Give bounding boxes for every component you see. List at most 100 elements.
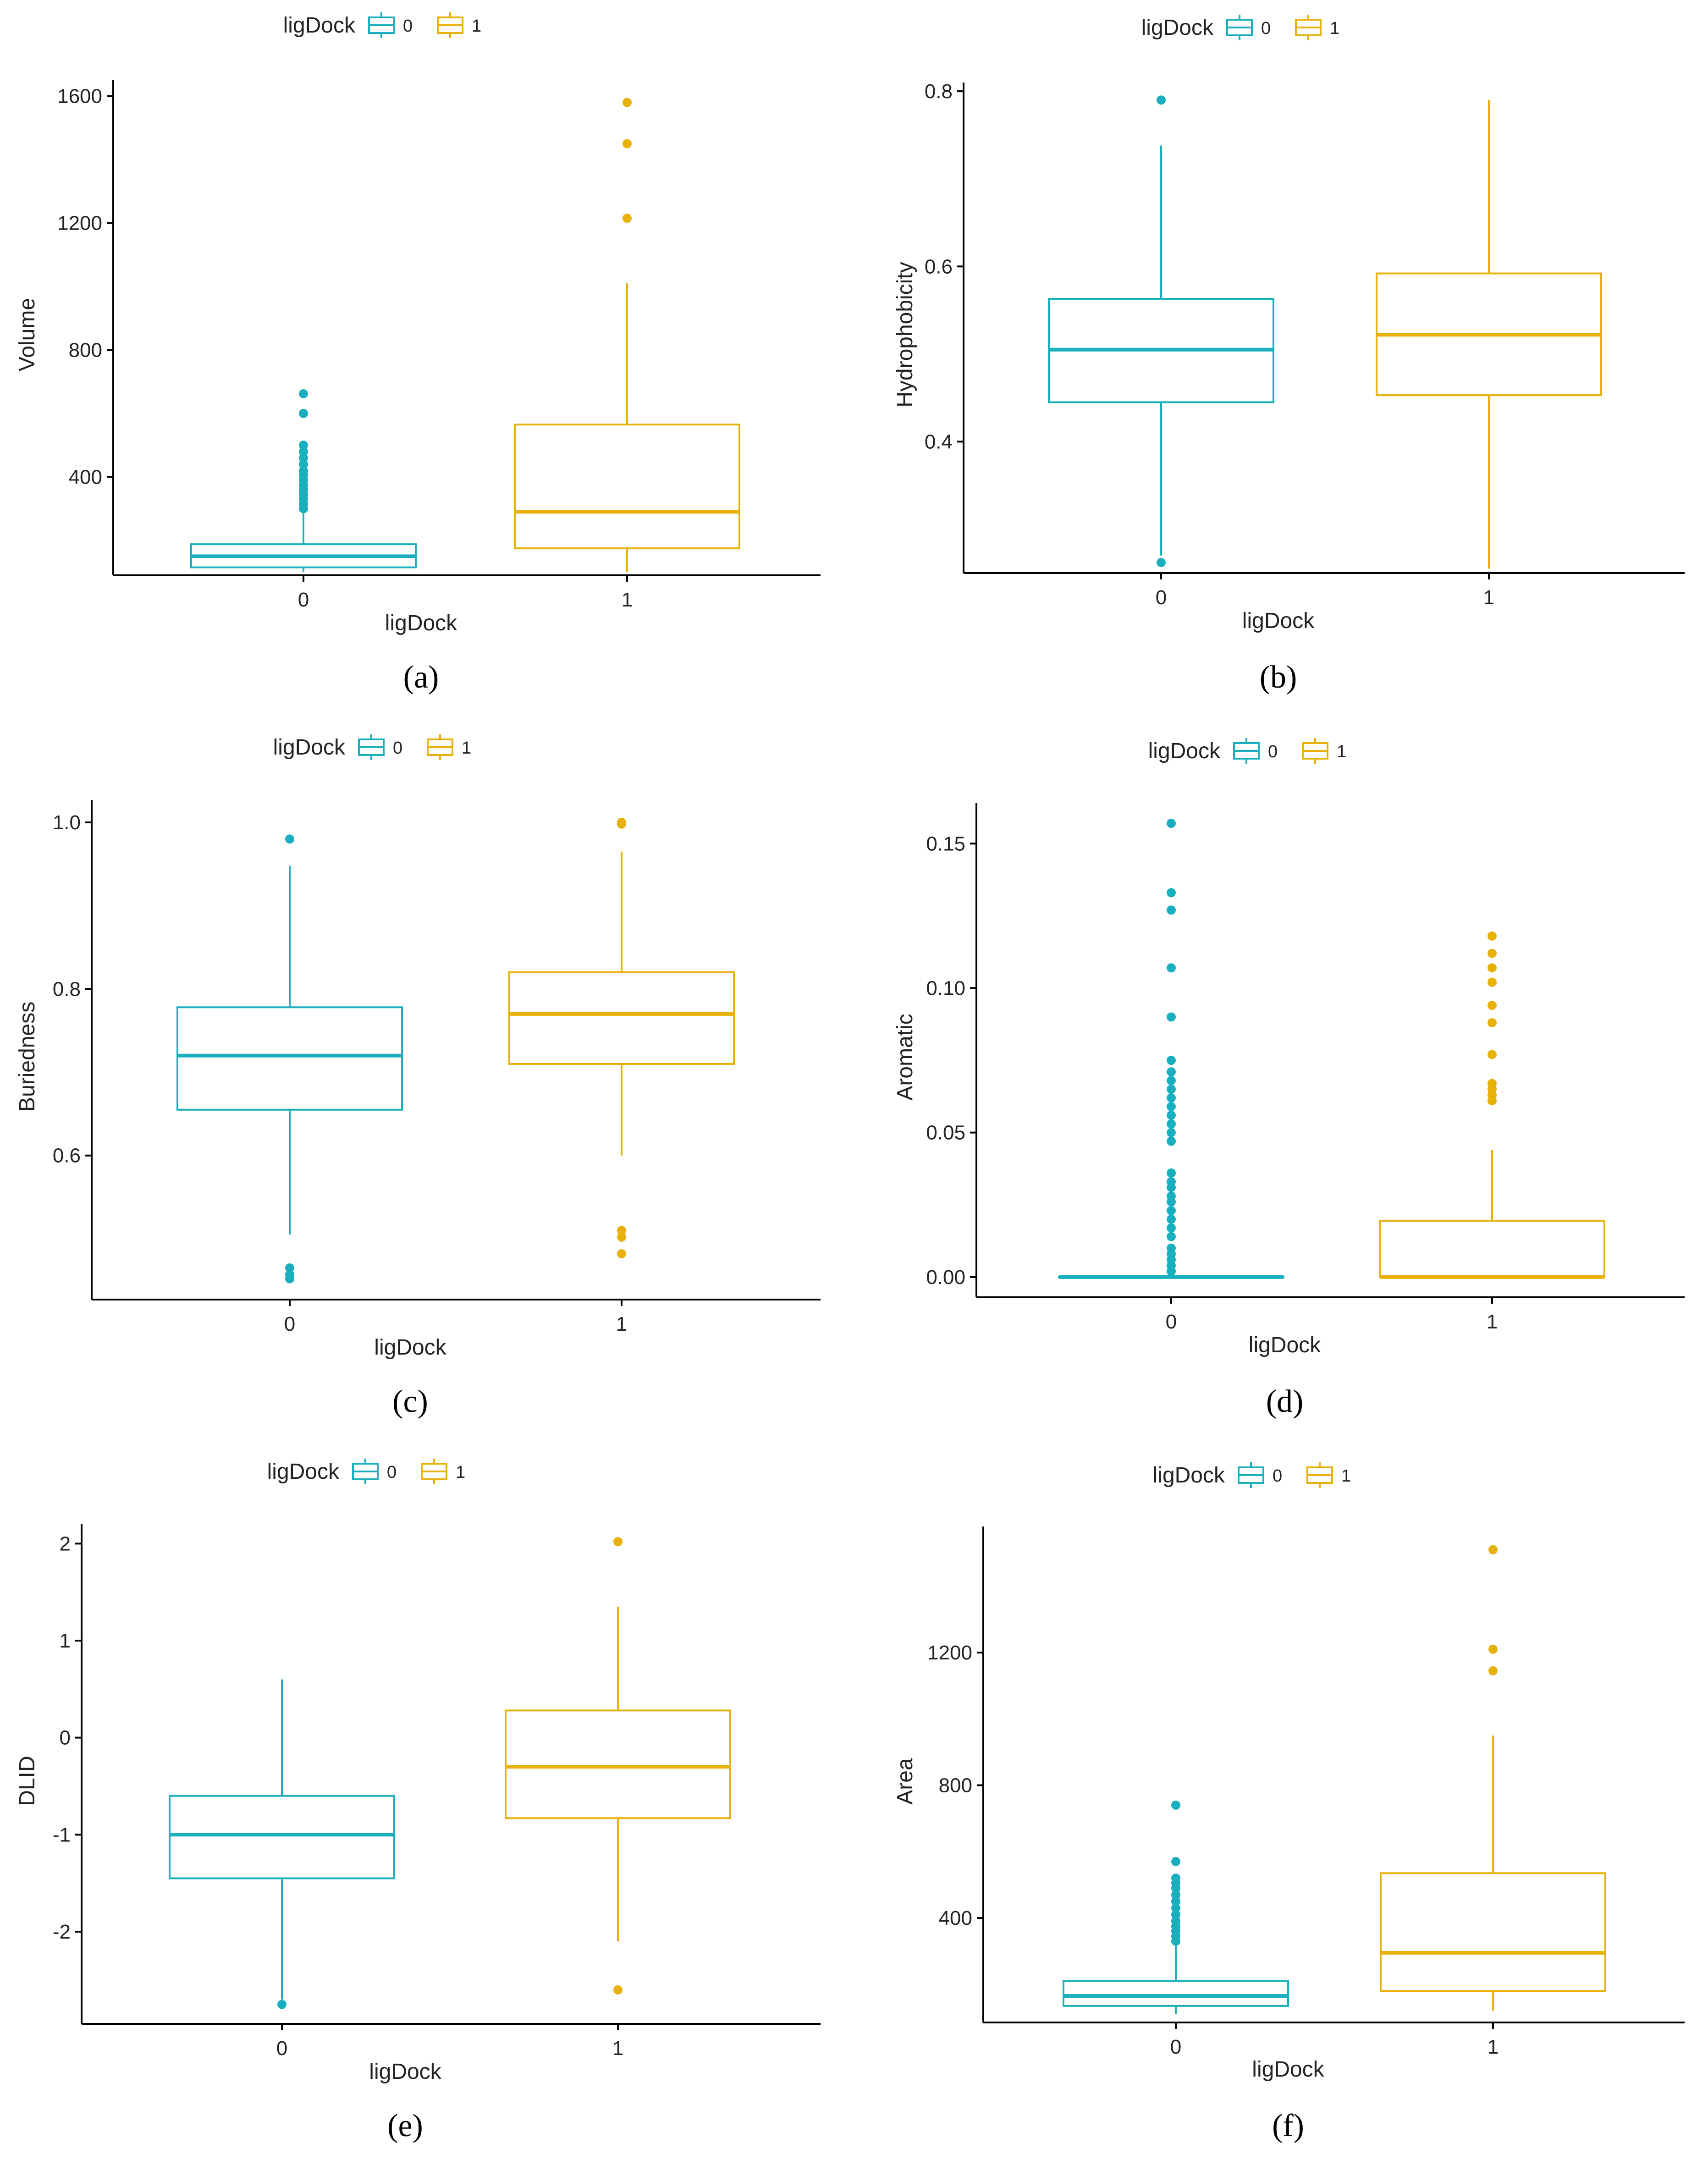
outlier-point <box>1171 1903 1180 1913</box>
iqr-box <box>169 1795 395 1879</box>
legend-title: ligDock <box>283 13 356 38</box>
outlier-point <box>1167 1168 1176 1178</box>
outlier-point <box>1171 1896 1180 1906</box>
x-axis-title: ligDock <box>1242 609 1315 633</box>
box-group-0 <box>1048 95 1274 568</box>
x-tick-label: 1 <box>1488 2036 1499 2058</box>
outlier-point <box>1488 1050 1497 1059</box>
panel-label: (f) <box>1272 2108 1304 2143</box>
outlier-point <box>1167 963 1176 973</box>
panel-label: (d) <box>1266 1384 1304 1419</box>
legend-label-1: 1 <box>456 1463 465 1482</box>
outlier-point <box>299 453 308 463</box>
outlier-point <box>299 459 308 469</box>
box-group-0 <box>190 389 417 573</box>
outlier-point <box>1157 95 1166 105</box>
outlier-point <box>1171 1917 1180 1926</box>
legend-key-1 <box>437 12 463 38</box>
iqr-box <box>1379 1219 1605 1278</box>
legend-key-1 <box>1295 15 1322 40</box>
outlier-point <box>299 408 308 418</box>
box-group-1 <box>1376 100 1602 569</box>
iqr-box <box>514 424 740 550</box>
legend: ligDock 0 1 <box>273 734 471 760</box>
chart-panel-c: ligDock 0 1 0.6 0.8 1.0 0 1 ligDock Buriedness (c) <box>15 734 821 1419</box>
x-tick-label: 0 <box>284 1313 295 1335</box>
outlier-point <box>1167 1177 1176 1186</box>
y-axis-title: Hydrophobicity <box>893 262 917 407</box>
iqr-box <box>176 1006 403 1111</box>
outlier-point <box>277 2000 287 2009</box>
outlier-point <box>1167 1214 1176 1224</box>
outlier-point <box>1167 1012 1176 1022</box>
outlier-point <box>1488 948 1497 958</box>
legend-key-0 <box>368 12 395 38</box>
y-tick-label: -2 <box>53 1921 71 1943</box>
y-tick-label: 800 <box>939 1774 972 1797</box>
outlier-point <box>1167 905 1176 915</box>
legend-title: ligDock <box>1148 739 1221 763</box>
outlier-point <box>1488 977 1497 987</box>
outlier-point <box>1488 1001 1497 1010</box>
outlier-point <box>613 1985 623 1995</box>
y-tick-label: 1600 <box>57 85 102 108</box>
outlier-point <box>1167 1093 1176 1103</box>
outlier-point <box>1167 1085 1176 1094</box>
chart-panel-f: ligDock 0 1 400 800 1200 0 1 ligDock Area (f) <box>893 1462 1685 2143</box>
panel-label: (a) <box>403 660 439 695</box>
legend-key-0 <box>358 734 385 760</box>
outlier-point <box>1167 1102 1176 1111</box>
y-axis-title: Volume <box>15 298 39 371</box>
legend-label-0: 0 <box>403 17 413 36</box>
box-group-1 <box>508 818 735 1259</box>
legend-key-0 <box>1233 738 1260 764</box>
y-tick-label: 0.8 <box>925 80 953 103</box>
legend: ligDock 0 1 <box>1153 1462 1351 1488</box>
legend-label-0: 0 <box>387 1463 397 1482</box>
x-tick-label: 0 <box>1166 1311 1177 1333</box>
outlier-point <box>1488 1018 1497 1028</box>
outlier-point <box>1167 1206 1176 1215</box>
outlier-point <box>1167 1136 1176 1146</box>
box-group-0 <box>1058 819 1284 1279</box>
outlier-point <box>1167 888 1176 898</box>
legend-label-1: 1 <box>1337 742 1346 761</box>
legend-key-0 <box>1226 15 1253 40</box>
legend: ligDock 0 1 <box>1148 738 1346 764</box>
x-axis-title: ligDock <box>1249 1333 1321 1357</box>
chart-panel-d: ligDock 0 1 0.00 0.05 0.10 0.15 0 1 ligDock Aromat… <box>893 738 1685 1419</box>
legend-key-1 <box>427 734 453 760</box>
outlier-point <box>617 818 626 827</box>
outlier-point <box>617 1249 626 1259</box>
outlier-point <box>299 389 308 398</box>
y-tick-label: 0.4 <box>925 430 953 453</box>
y-tick-label: 1200 <box>927 1642 972 1664</box>
iqr-box <box>1063 1980 1289 2007</box>
x-tick-label: 0 <box>298 589 309 611</box>
y-tick-label: 1 <box>60 1630 71 1652</box>
outlier-point <box>1488 931 1497 941</box>
panel-label: (c) <box>392 1384 428 1419</box>
outlier-point <box>1488 963 1497 973</box>
outlier-point <box>1167 1243 1176 1253</box>
legend-title: ligDock <box>1153 1463 1225 1488</box>
legend-label-0: 0 <box>1273 1466 1282 1486</box>
outlier-point <box>1171 1857 1180 1866</box>
outlier-point <box>1488 1545 1498 1554</box>
legend-key-1 <box>1306 1462 1333 1488</box>
legend-label-0: 0 <box>393 738 402 758</box>
outlier-point <box>1167 1076 1176 1086</box>
box-group-0 <box>169 1679 395 2009</box>
outlier-point <box>1171 1890 1180 1900</box>
y-tick-label: 0.6 <box>925 255 953 278</box>
x-axis-title: ligDock <box>374 1335 446 1360</box>
outlier-point <box>617 1226 626 1235</box>
outlier-point <box>1167 1232 1176 1241</box>
y-axis-title: Area <box>893 1758 917 1805</box>
legend-label-1: 1 <box>1341 1466 1351 1486</box>
y-tick-label: 0.10 <box>926 977 965 999</box>
legend-label-0: 0 <box>1268 742 1278 761</box>
outlier-point <box>1167 1191 1176 1201</box>
outlier-point <box>1488 1644 1498 1654</box>
legend: ligDock 0 1 <box>267 1459 465 1484</box>
